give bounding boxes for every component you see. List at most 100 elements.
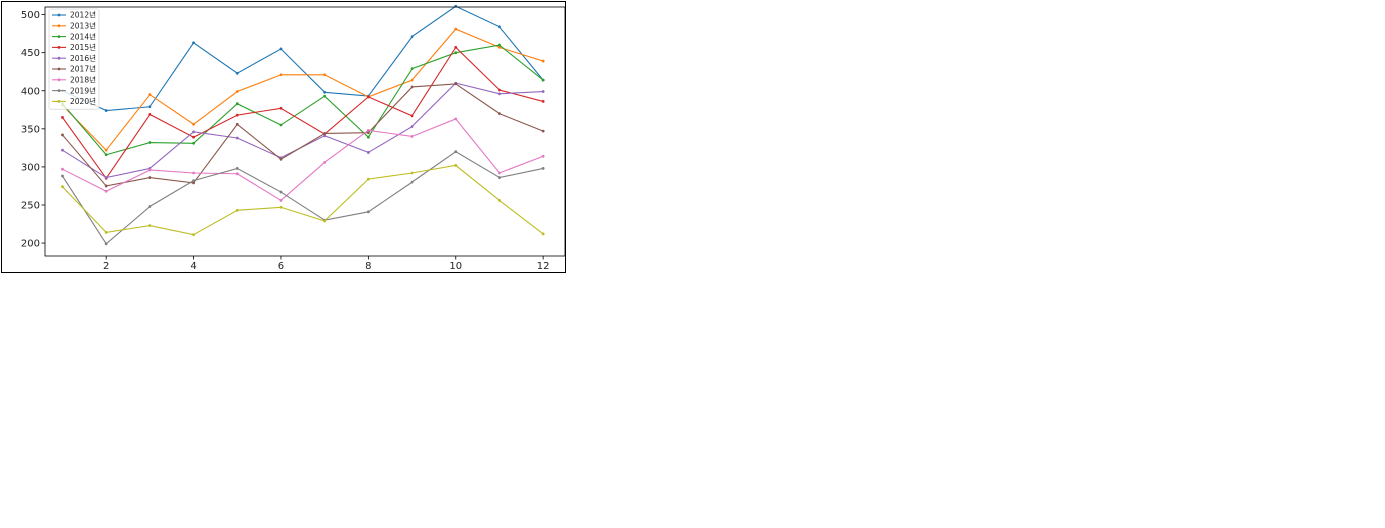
legend-marker [57, 46, 61, 49]
data-point [454, 117, 458, 121]
data-point [235, 71, 239, 75]
data-point [366, 95, 370, 99]
series-7 [61, 150, 545, 246]
legend: 2012년2013년2014년2015년2016년2017년2018년2019년… [48, 8, 100, 110]
data-point [235, 172, 239, 176]
data-point [323, 219, 327, 223]
data-point [192, 135, 195, 139]
data-point [279, 106, 283, 110]
data-point [410, 67, 414, 71]
series-line [62, 82, 544, 179]
series-3 [61, 45, 545, 180]
data-point [410, 180, 414, 184]
data-point [148, 93, 152, 96]
x-tick-label: 6 [278, 261, 284, 272]
data-point [498, 43, 501, 47]
legend-marker [57, 89, 61, 92]
data-point [279, 205, 283, 209]
data-point [541, 100, 545, 103]
data-point [498, 176, 501, 179]
data-point [498, 88, 501, 92]
data-point [541, 90, 545, 93]
legend-label: 2018년 [70, 75, 96, 85]
data-point [192, 233, 195, 237]
data-point [104, 184, 108, 188]
legend-label: 2015년 [70, 42, 96, 52]
data-point [541, 167, 545, 170]
legend-marker [57, 67, 61, 71]
series-line [62, 151, 544, 245]
series-4 [61, 81, 545, 179]
legend-item: 2016년 [52, 53, 96, 63]
data-point [366, 131, 370, 135]
legend-label: 2017년 [70, 64, 96, 74]
plot-area-frame [44, 6, 565, 257]
data-point [366, 135, 370, 139]
legend-marker [57, 56, 61, 60]
series-line [62, 46, 544, 180]
data-point [104, 148, 108, 152]
data-point [498, 92, 501, 96]
data-point [235, 167, 239, 170]
data-point [323, 73, 327, 77]
data-point [104, 176, 108, 179]
data-point [104, 242, 108, 246]
x-tick-label: 8 [365, 261, 371, 272]
y-tick-label: 200 [21, 239, 40, 250]
y-tick-label: 450 [21, 48, 40, 59]
legend-marker [57, 78, 61, 82]
legend-marker [57, 13, 61, 17]
line-chart: 2 4 6 8 10 12 200 250 300 350 400 450 500 2012년2013… [21, 4, 565, 272]
x-tick-label: 2 [103, 261, 109, 272]
series-line [62, 83, 544, 187]
data-point [148, 141, 152, 144]
data-point [192, 41, 195, 45]
legend-label: 2013년 [70, 21, 96, 31]
data-point [454, 51, 458, 55]
x-tick-label: 4 [190, 261, 196, 272]
data-point [279, 199, 283, 202]
legend-item: 2012년 [52, 10, 96, 20]
legend-label: 2016년 [70, 53, 96, 63]
data-point [235, 122, 239, 126]
data-point [366, 128, 370, 132]
data-point [104, 230, 108, 234]
data-point [235, 102, 239, 106]
x-tick-label: 10 [449, 261, 462, 272]
legend-marker [57, 100, 61, 103]
legend-label: 2012년 [70, 10, 96, 20]
data-point [148, 205, 152, 208]
data-point [148, 224, 152, 227]
legend-item: 2019년 [52, 85, 96, 95]
data-point [541, 154, 545, 158]
x-axis: 2 4 6 8 10 12 [103, 256, 550, 272]
data-point [454, 150, 458, 154]
data-point [410, 171, 414, 175]
data-point [235, 113, 239, 117]
data-point [235, 136, 239, 140]
legend-label: 2014년 [70, 31, 96, 41]
data-point [104, 109, 108, 112]
data-point [498, 25, 501, 29]
data-point [541, 59, 545, 63]
data-point [323, 134, 327, 138]
data-point [104, 153, 108, 157]
data-point [454, 27, 458, 31]
legend-marker [57, 24, 61, 28]
data-point [235, 90, 239, 93]
legend-item: 2020년 [52, 96, 96, 106]
data-point [410, 135, 414, 138]
series-lines [61, 4, 545, 246]
data-point [279, 123, 283, 127]
data-point [454, 163, 458, 167]
data-point [148, 112, 152, 116]
data-point [279, 47, 283, 51]
series-6 [61, 117, 545, 202]
data-point [498, 45, 501, 49]
series-line [62, 118, 544, 202]
data-point [323, 94, 327, 98]
data-point [61, 174, 64, 178]
data-point [148, 168, 152, 172]
data-point [323, 132, 327, 135]
series-8 [61, 163, 545, 237]
